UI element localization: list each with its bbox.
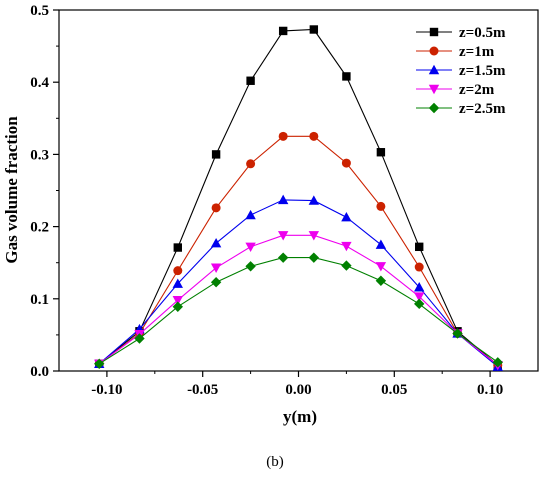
data-point [173,266,183,276]
y-tick-label: 0.2 [30,220,49,236]
legend-label: z=0.5m [459,25,506,41]
data-point [341,241,352,252]
data-point [414,298,425,310]
legend-item: z=1.5m [416,63,506,79]
x-tick-label: 0.05 [381,382,407,398]
data-point [414,262,424,272]
legend-item: z=2.5m [416,101,506,117]
data-point [308,252,320,263]
data-point [245,242,256,253]
data-point [278,26,288,36]
data-point [376,201,386,211]
x-tick-label: 0.10 [477,382,503,398]
legend: z=0.5m z=1m z=1.5m z=2m z=2.5m [416,25,506,117]
y-tick-label: 0.4 [30,75,49,91]
data-point [172,278,183,288]
legend-item: z=1m [416,44,495,60]
data-point [452,328,463,339]
y-tick-label: 0.1 [30,292,49,308]
data-point [376,148,386,157]
data-point [173,243,182,252]
legend-marker [429,46,439,56]
y-tick-label: 0.3 [30,147,49,163]
legend-marker [428,84,440,95]
series-line [98,28,499,366]
data-point [210,276,222,288]
legend-marker [429,27,439,37]
data-point [245,209,256,220]
series-line [98,199,499,368]
y-axis-label: Gas volume fraction [2,116,21,264]
data-point [341,260,352,271]
data-point [309,25,319,34]
legend-item: z=0.5m [416,25,506,41]
data-point [210,238,222,248]
data-point [172,301,183,312]
data-point [414,282,425,292]
data-point [375,262,387,272]
legend-marker [428,64,440,75]
series-group [94,252,503,369]
x-tick-label: -0.05 [187,382,218,398]
data-point [277,194,289,205]
series-line [98,257,499,365]
data-point [375,275,387,286]
data-point [277,252,289,263]
data-point [211,150,221,159]
series-group [94,131,503,370]
legend-label: z=2.5m [459,101,506,117]
series-layer [94,25,503,371]
series-line [98,234,499,366]
legend-label: z=1.5m [459,63,506,79]
data-point [278,131,288,141]
data-point [375,239,387,249]
y-tick-label: 0.0 [30,364,49,380]
y-tick-label: 0.5 [30,3,49,19]
axes: -0.10 -0.05 0.00 0.05 0.10 0.0 0.1 0.2 0.3 0.4 0.5 [30,3,503,398]
data-point [341,212,352,222]
panel-label: (b) [266,454,284,470]
data-point [211,203,221,213]
legend-label: z=1m [459,44,495,60]
data-point [246,76,255,85]
data-point [414,292,425,302]
data-point [308,231,320,241]
data-point [309,131,319,141]
legend-marker [428,102,440,114]
data-point [134,333,145,344]
data-point [415,242,424,252]
x-axis-label: y(m) [283,407,317,426]
data-point [341,158,351,168]
data-point [492,357,503,368]
data-point [210,263,222,273]
series-group [94,231,503,371]
data-point [172,296,183,306]
series-group [94,194,503,371]
data-point [246,159,256,169]
data-point [245,261,256,272]
series-line [98,135,499,366]
x-tick-label: 0.00 [285,382,311,398]
data-point [94,358,105,369]
legend-label: z=2m [459,82,495,98]
legend-item: z=2m [416,82,495,98]
data-point [342,72,351,81]
data-point [277,231,289,241]
x-tick-label: -0.10 [91,382,122,398]
data-point [308,195,320,205]
